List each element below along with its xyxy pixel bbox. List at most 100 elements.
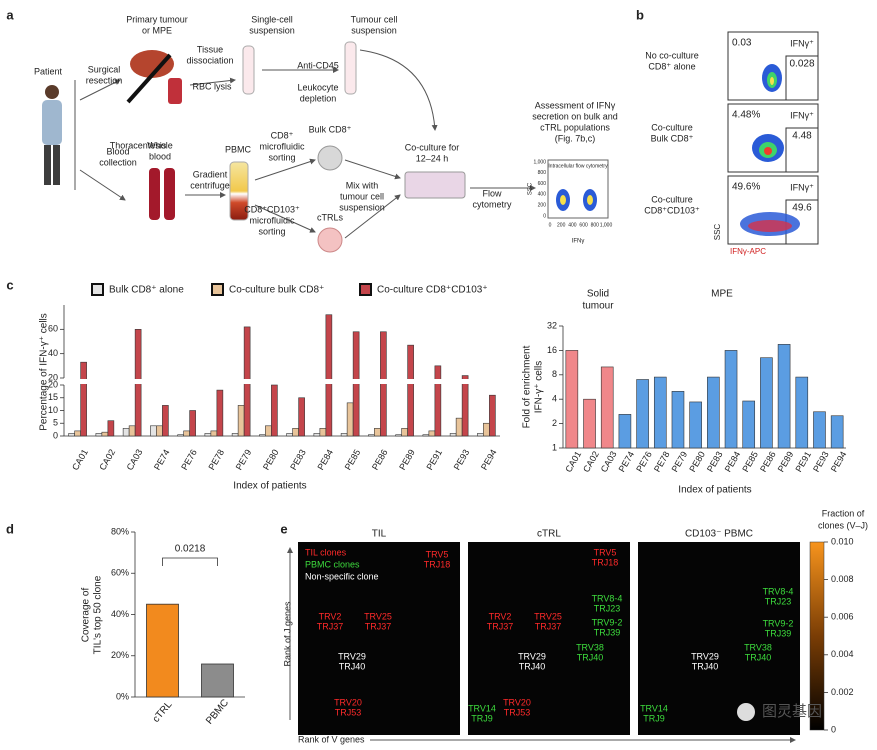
x-tick-label: PE80 [687,450,707,474]
mini-x-tick: 400 [568,222,577,228]
bar [298,397,305,437]
x-tick-label: PE83 [288,448,308,472]
x-label: Index of patients [233,481,306,492]
legend-label: Co-culture CD8⁺CD103⁺ [377,285,488,296]
bar [146,603,179,698]
percent: 4.48% [732,110,760,121]
y-label: SSC [713,224,722,241]
schematic-label: PBMC [225,144,252,154]
y-tick-label: 80% [111,526,129,536]
mini-x-tick: 1,000 [600,222,613,228]
schematic-label: blood [149,151,171,161]
clone-label: TRJ9 [643,713,665,723]
bar [265,425,272,437]
clone-label: TRJ40 [519,661,546,671]
group-label: MPE [711,289,733,300]
schematic-label: Leukocyte [297,82,338,92]
bar [489,394,496,437]
x-tick-label: PE94 [829,450,849,474]
gate-label: IFNγ⁺ [790,38,814,48]
x-tick-label: PE94 [479,448,499,472]
group-label: Solid [587,289,609,300]
bar [636,379,649,449]
clone-label: TRV25 [534,611,562,621]
bar [95,433,103,437]
bar [760,357,773,449]
y-tick-label: 16 [547,345,557,355]
x-tick-label: PE74 [617,450,637,474]
y-label: Fold of enrichment [522,345,533,428]
bar [101,431,109,437]
x-tick-label: PE93 [811,450,831,474]
mini-x-tick: 600 [579,222,588,228]
heatmap-frames [287,541,825,743]
schematic-label: microfluidic [249,215,295,225]
bar [216,389,224,437]
clone-label: TRJ37 [487,621,514,631]
bar [795,376,809,449]
clone-label: TRV9-2 [763,618,794,628]
bar [346,402,354,437]
clone-label: TRJ53 [504,707,531,717]
schematic-shapes [42,41,609,253]
schematic-label: Tumour cell [351,14,398,24]
bar [271,384,278,437]
legend-label: Bulk CD8⁺ alone [109,285,184,296]
bar [395,434,402,437]
y-tick-label: 20 [48,372,58,382]
schematic-label: Surgical [88,64,121,74]
clone-label: TRJ53 [335,707,362,717]
clone-label: TRJ40 [577,652,604,662]
x-tick-label: PE91 [424,448,444,472]
bar [107,420,115,437]
schematic-label: or MPE [142,25,172,35]
schematic-label: 12–24 h [416,153,449,163]
y-tick-label: 40 [48,348,58,358]
bar [671,391,685,449]
clone-label: TRV14 [640,703,668,713]
x-tick-label: CA02 [97,447,117,471]
x-tick-label: PE78 [652,450,672,474]
y-label: Rank of J genes [282,601,292,667]
bar [368,434,375,437]
y-tick-label: 32 [547,320,557,330]
clone-label: TRJ9 [471,713,493,723]
schematic-label: resection [86,75,123,85]
bar [618,414,632,449]
bar [830,415,844,449]
gate-label: IFNγ⁺ [790,110,814,120]
clone-label: TRV29 [518,651,546,661]
bar [777,344,791,449]
y-label: Percentage of IFN-γ⁺ cells [39,313,50,431]
bar [80,361,87,437]
y-label: TIL's top 50 clone [93,575,104,654]
bar [259,434,266,437]
panel-letter: b [636,7,644,22]
colorbar-tick-label: 0.010 [831,536,854,546]
clone-label: TRJ40 [339,661,366,671]
schematic-label: Co-culture for [405,142,460,152]
x-label: Index of patients [678,485,751,496]
bar [237,405,245,437]
x-tick-label: PE79 [234,448,254,472]
x-tick-label: PE86 [370,448,390,472]
clone-label: TRV5 [426,549,449,559]
bar [231,433,239,437]
clone-label: TRV29 [691,651,719,661]
x-tick-label: PE86 [758,450,778,474]
p-value: 0.0218 [175,544,206,555]
colorbar-tick-label: 0.006 [831,612,854,622]
x-tick-label: PE89 [397,448,417,472]
bar [122,428,130,437]
gate-value: 0.028 [789,59,814,70]
schematic-label: Anti-CD45 [297,60,339,70]
bar [150,425,157,437]
clone-label: TRJ37 [535,621,562,631]
y-tick-label: 40% [111,609,129,619]
x-tick-label: PE74 [152,448,172,472]
schematic-label: cytometry [472,199,512,209]
mini-y-label: SSC [528,182,534,195]
percent: 49.6% [732,182,760,193]
bar [374,428,381,437]
schematic-label: Flow [482,188,502,198]
